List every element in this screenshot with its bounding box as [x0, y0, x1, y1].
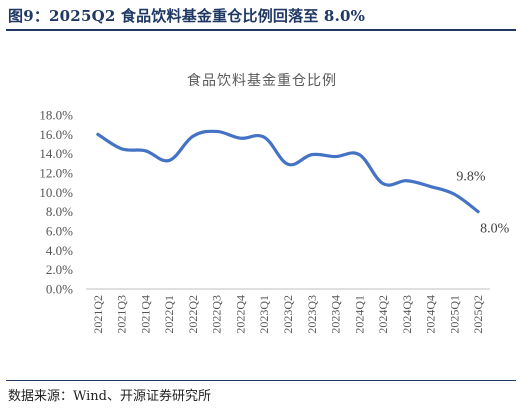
y-tick-label: 14.0% [39, 146, 73, 161]
y-tick-label: 16.0% [39, 127, 73, 142]
data-labels: 9.8% 8.0% [456, 169, 509, 236]
source-divider [6, 380, 516, 381]
y-tick-label: 12.0% [39, 166, 73, 181]
y-tick-label: 8.0% [46, 204, 73, 219]
x-tick-label: 2022Q3 [210, 295, 224, 334]
x-tick-label: 2023Q4 [329, 295, 343, 334]
x-tick-label: 2022Q2 [186, 295, 200, 334]
y-tick-label: 4.0% [46, 243, 73, 258]
y-tick-label: 10.0% [39, 185, 73, 200]
x-tick-label: 2024Q2 [376, 295, 390, 334]
x-tick-label: 2021Q3 [115, 295, 129, 334]
figure-title: 图9：2025Q2 食品饮料基金重仓比例回落至 8.0% [8, 7, 366, 25]
x-tick-label: 2021Q4 [138, 295, 152, 334]
title-divider [6, 29, 516, 31]
y-tick-label: 6.0% [46, 224, 73, 239]
y-tick-label: 0.0% [46, 282, 73, 297]
x-tick-label: 2024Q4 [424, 295, 438, 334]
y-axis-ticks: 0.0% 2.0% 4.0% 6.0% 8.0% 10.0% 12.0% 14.0% 16.0%… [39, 108, 73, 297]
x-tick-label: 2025Q2 [471, 295, 485, 334]
x-tick-label: 2024Q1 [352, 295, 366, 334]
y-tick-label: 2.0% [46, 262, 73, 277]
line-chart: 食品饮料基金重仓比例 0.0% 2.0% 4.0% 6.0% 8.0% 10.0% 12.0… [39, 72, 509, 334]
x-tick-label: 2025Q1 [447, 295, 461, 334]
data-label: 8.0% [480, 222, 510, 237]
x-axis-ticks: 2021Q2 2021Q3 2021Q4 2022Q1 2022Q2 2022Q3 2022… [91, 295, 485, 334]
series-line [96, 129, 480, 214]
x-tick-label: 2023Q3 [305, 295, 319, 334]
x-tick-label: 2021Q2 [91, 295, 105, 334]
data-label: 9.8% [456, 169, 486, 184]
y-tick-label: 18.0% [39, 108, 73, 123]
x-tick-label: 2022Q4 [233, 295, 247, 334]
x-tick-label: 2023Q1 [257, 295, 271, 334]
x-tick-label: 2024Q3 [400, 295, 414, 334]
chart-title: 食品饮料基金重仓比例 [187, 72, 337, 89]
x-tick-label: 2023Q2 [281, 295, 295, 334]
x-tick-label: 2022Q1 [162, 295, 176, 334]
source-note: 数据来源：Wind、开源证券研究所 [8, 389, 211, 404]
